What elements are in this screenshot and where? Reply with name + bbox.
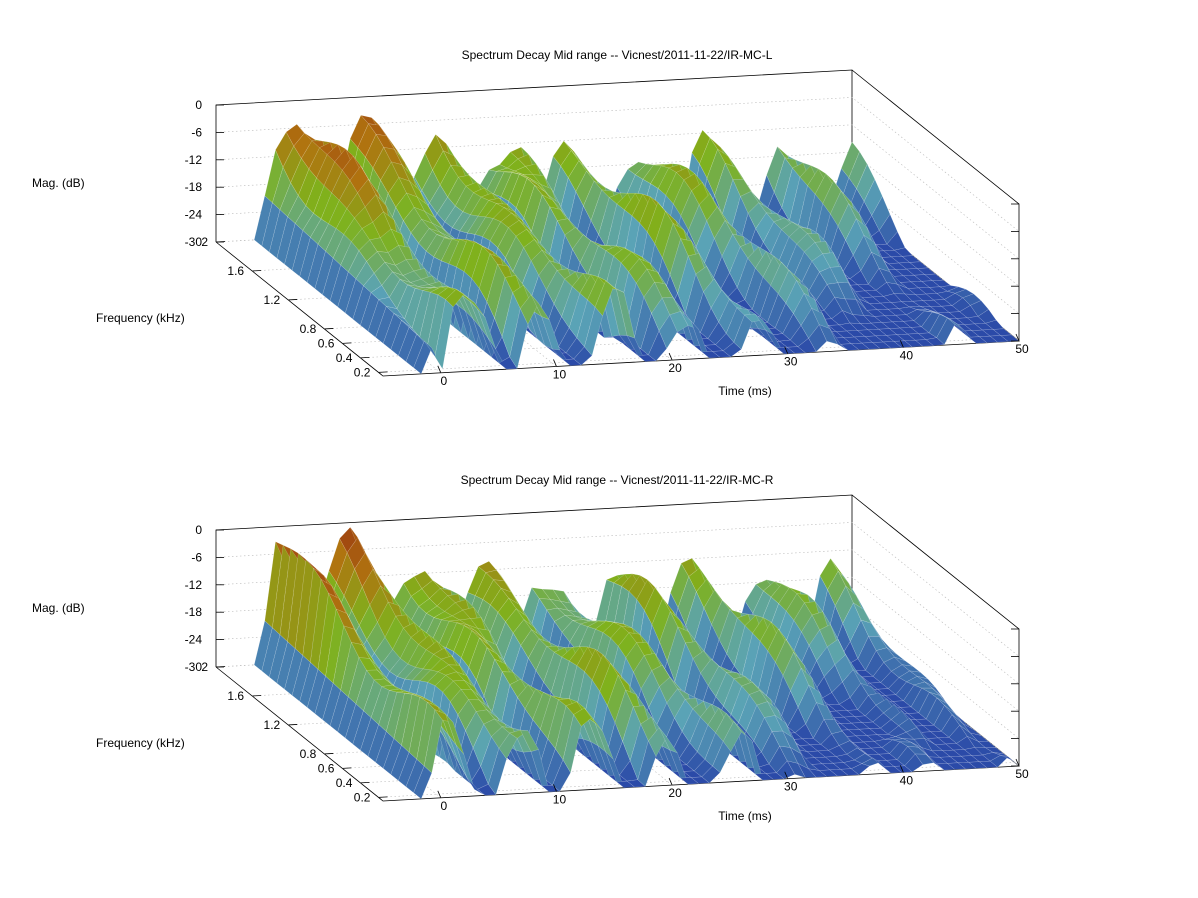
x-tick-label: 20 <box>668 786 682 800</box>
axis-ticks: 0 -6 -12 -18 -24 -30 0 10 20 30 40 50 0.20.40.60.8 1.… <box>185 98 1029 388</box>
x-tick-mark <box>784 346 789 354</box>
z-axis-label: Mag. (dB) <box>32 601 85 615</box>
x-tick-mark <box>553 359 557 367</box>
z-grid-line <box>215 97 1020 232</box>
surface-cell <box>977 309 997 324</box>
x-tick-label: 40 <box>900 773 914 787</box>
z-tick-label: -6 <box>191 125 202 139</box>
y-tick-label: 0.4 <box>336 776 353 790</box>
x-axis-label: Time (ms) <box>718 809 772 823</box>
surface-cell <box>993 752 1012 761</box>
y-tick-mark <box>252 270 262 272</box>
surface-cell <box>894 656 913 667</box>
y-tick-label: 2 <box>201 235 208 249</box>
x-tick-mark <box>553 784 557 792</box>
plot-left-channel: Spectrum Decay Mid range -- Vicnest/2011… <box>32 48 1029 398</box>
z-tick-label: -24 <box>185 208 203 222</box>
z-tick-label: -6 <box>191 550 202 564</box>
y-tick-label: 1.6 <box>227 689 244 703</box>
x-tick-label: 50 <box>1015 767 1029 781</box>
x-tick-mark <box>668 777 673 786</box>
axis-ticks: 0 -6 -12 -18 -24 -30 0 10 20 30 40 50 0.20.40.60.8 1.… <box>185 523 1029 813</box>
y-tick-mark <box>288 299 298 301</box>
y-tick-mark <box>378 796 388 798</box>
y-tick-mark <box>342 342 352 344</box>
y-axis-label: Frequency (kHz) <box>96 736 185 750</box>
x-axis-label: Time (ms) <box>718 384 772 398</box>
z-tick-label: -30 <box>185 660 203 674</box>
z-grid-line <box>215 522 1020 657</box>
x-tick-mark <box>899 765 904 773</box>
y-tick-mark <box>378 371 388 373</box>
z-tick-label: -12 <box>185 578 203 592</box>
box-base-edges <box>215 666 1020 802</box>
surface-cell <box>1000 755 1020 767</box>
chart-title: Spectrum Decay Mid range -- Vicnest/2011… <box>462 48 773 62</box>
x-tick-mark <box>1015 333 1020 342</box>
y-tick-label: 1.6 <box>227 264 244 278</box>
x-tick-label: 10 <box>553 367 567 381</box>
x-tick-label: 40 <box>900 348 914 362</box>
plot-right-channel: Spectrum Decay Mid range -- Vicnest/2011… <box>32 473 1029 823</box>
y-tick-label: 0.2 <box>354 790 371 804</box>
z-tick-label: -12 <box>185 153 203 167</box>
x-tick-label: 30 <box>784 780 798 794</box>
decay-surface <box>253 114 1020 375</box>
y-tick-mark <box>342 767 352 769</box>
box-base-edges <box>215 241 1020 377</box>
y-tick-mark <box>215 666 226 668</box>
surface-cell <box>909 670 929 680</box>
surface-cell <box>901 664 921 673</box>
z-grid-line <box>215 549 1020 685</box>
x-tick-label: 20 <box>668 361 682 375</box>
z-tick-label: 0 <box>195 523 202 537</box>
y-tick-label: 1.2 <box>264 293 281 307</box>
x-tick-mark <box>437 365 442 373</box>
y-tick-label: 0.6 <box>318 761 335 775</box>
y-axis-label: Frequency (kHz) <box>96 311 185 325</box>
z-axis-label: Mag. (dB) <box>32 176 85 190</box>
y-tick-mark <box>252 695 262 697</box>
decay-surface <box>253 526 1020 800</box>
chart-title: Spectrum Decay Mid range -- Vicnest/2011… <box>461 473 774 487</box>
y-tick-label: 2 <box>201 660 208 674</box>
x-tick-label: 30 <box>784 355 798 369</box>
x-tick-mark <box>899 340 904 348</box>
y-tick-mark <box>215 241 226 243</box>
x-tick-label: 0 <box>440 799 447 813</box>
y-tick-mark <box>324 328 334 330</box>
x-tick-mark <box>1015 758 1020 767</box>
y-tick-label: 0.2 <box>354 365 371 379</box>
x-tick-mark <box>784 771 789 779</box>
x-tick-label: 0 <box>440 374 447 388</box>
y-tick-label: 0.6 <box>318 336 335 350</box>
y-tick-label: 0.8 <box>300 322 317 336</box>
y-tick-mark <box>288 724 298 726</box>
y-tick-mark <box>360 356 370 359</box>
x-tick-label: 10 <box>553 792 567 806</box>
y-tick-label: 0.8 <box>300 747 317 761</box>
x-tick-label: 50 <box>1015 342 1029 356</box>
z-tick-label: -18 <box>185 605 203 619</box>
y-tick-label: 0.4 <box>336 351 353 365</box>
z-tick-label: 0 <box>195 98 202 112</box>
x-tick-mark <box>668 352 673 361</box>
y-tick-mark <box>360 781 370 784</box>
y-tick-mark <box>324 753 334 755</box>
z-tick-label: -18 <box>185 180 203 194</box>
z-tick-label: -24 <box>185 633 203 647</box>
surface-cell <box>955 713 974 730</box>
z-tick-label: -30 <box>185 235 203 249</box>
surface-cell <box>931 279 952 288</box>
x-tick-mark <box>437 790 442 798</box>
surface-cell <box>984 747 1005 755</box>
y-tick-label: 1.2 <box>264 718 281 732</box>
